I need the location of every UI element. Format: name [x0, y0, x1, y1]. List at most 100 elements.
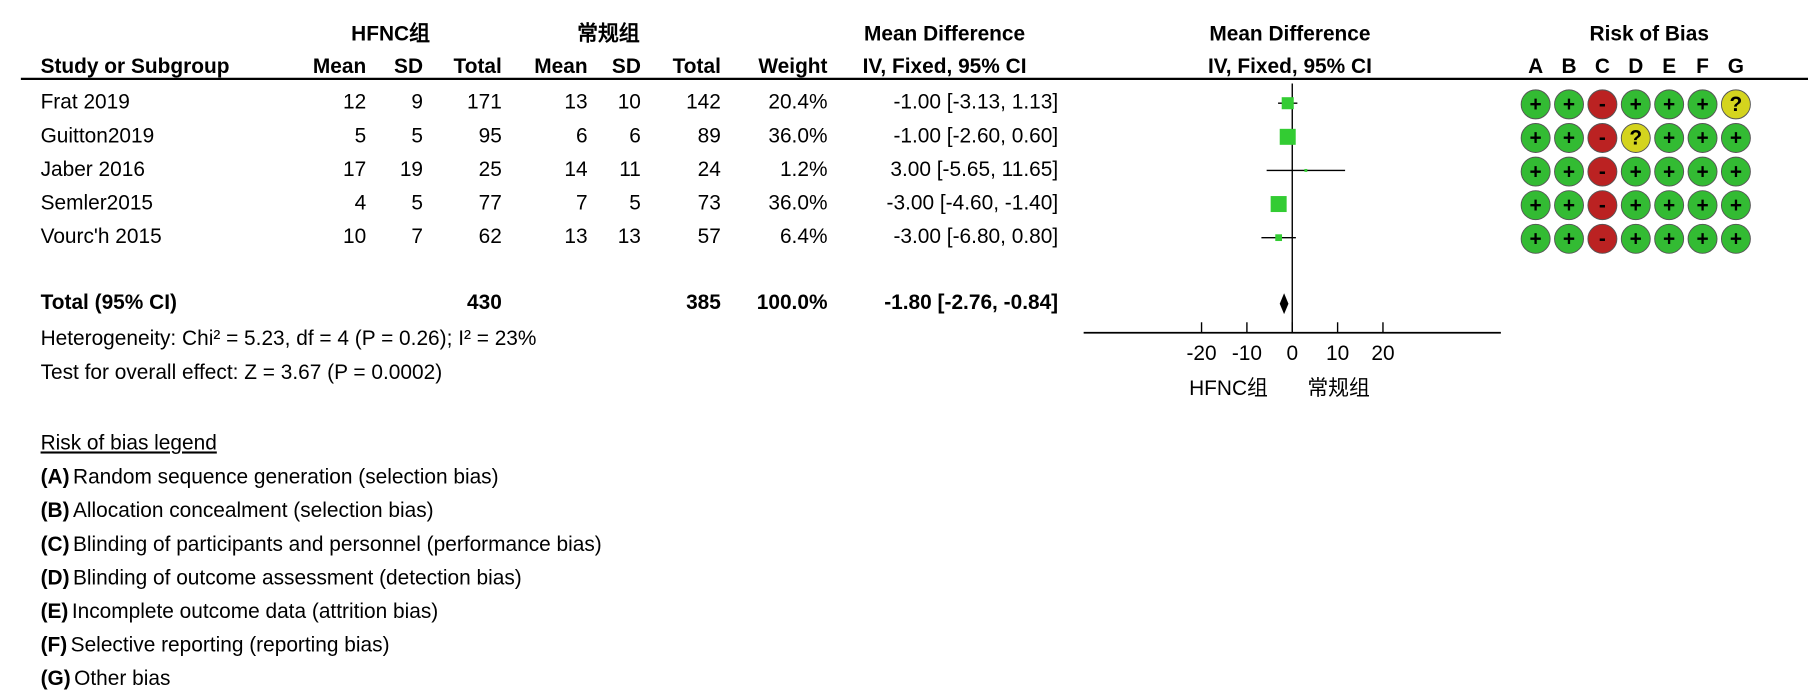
legend-letter: (E) [41, 600, 69, 623]
rob-symbol: + [1630, 93, 1642, 116]
effect-square [1270, 196, 1287, 213]
cell: 13 [564, 91, 587, 114]
rob-circle [1654, 89, 1685, 120]
cell: 89 [698, 124, 721, 147]
legend-item: (D) Blinding of outcome assessment (detec… [41, 566, 522, 589]
cell: 95 [479, 124, 502, 147]
rob-symbol: - [1599, 93, 1606, 116]
rob-circle [1620, 223, 1651, 254]
rob-symbol: + [1563, 93, 1575, 116]
rob-domain: C [1595, 55, 1610, 78]
rob-symbol: + [1663, 227, 1675, 250]
plot-title: Mean Difference [1209, 22, 1370, 45]
heterogeneity: Heterogeneity: Chi² = 5.23, df = 4 (P = … [41, 327, 537, 350]
effect-method: IV, Fixed, 95% CI [863, 55, 1027, 78]
rob-symbol: + [1696, 227, 1708, 250]
cell: 13 [564, 225, 587, 248]
cell: 19 [400, 158, 423, 181]
rob-symbol: + [1563, 194, 1575, 217]
rob-circle [1620, 89, 1651, 120]
cell: 20.4% [768, 91, 827, 114]
rob-symbol: + [1630, 194, 1642, 217]
effect-square [1281, 97, 1294, 110]
rob-domain: F [1696, 55, 1709, 78]
cell: 5 [411, 124, 423, 147]
rob-circle [1554, 223, 1584, 254]
rob-circle [1620, 156, 1651, 187]
rob-symbol: + [1696, 93, 1708, 116]
ci-label: 3.00 [-5.65, 11.65] [890, 158, 1058, 181]
cell: 7 [576, 192, 588, 215]
rob-symbol: + [1563, 227, 1575, 250]
rob-symbol: + [1730, 194, 1742, 217]
rob-circle [1654, 123, 1685, 153]
plot-method: IV, Fixed, 95% CI [1208, 55, 1372, 78]
column-header: Total [454, 55, 502, 78]
cell: 25 [479, 158, 502, 181]
column-header: Total [673, 55, 721, 78]
rob-title: Risk of Bias [1590, 22, 1709, 45]
rob-circle [1554, 89, 1584, 120]
rob-symbol: + [1696, 194, 1708, 217]
group-header: 常规组 [577, 21, 640, 45]
cell: 14 [564, 158, 587, 181]
cell: 1.2% [780, 158, 828, 181]
cell: 62 [479, 225, 502, 248]
cell: 36.0% [768, 124, 827, 147]
effect-title: Mean Difference [864, 22, 1025, 45]
ci-label: -3.00 [-6.80, 0.80] [893, 225, 1058, 248]
rob-symbol: + [1630, 227, 1642, 250]
ci-label: -3.00 [-4.60, -1.40] [887, 192, 1059, 215]
study-name: Guitton2019 [41, 124, 155, 147]
rob-circle [1687, 190, 1718, 221]
rob-domain: G [1728, 55, 1744, 78]
rob-symbol: + [1530, 160, 1542, 183]
rob-domain: B [1561, 55, 1576, 78]
rob-circle [1654, 223, 1685, 254]
cell: 10 [343, 225, 366, 248]
ci-label: -1.00 [-2.60, 0.60] [893, 124, 1058, 147]
rob-circle [1654, 190, 1685, 221]
legend-text: Selective reporting (reporting bias) [71, 633, 390, 656]
rob-circle [1687, 89, 1718, 120]
rob-circle [1720, 89, 1751, 120]
rob-circle [1687, 156, 1718, 187]
legend-item: (F) Selective reporting (reporting bias) [41, 633, 390, 656]
rob-symbol: - [1599, 194, 1606, 217]
rob-circle [1520, 190, 1551, 221]
legend-item: (G) Other bias [41, 667, 171, 690]
rob-circle [1720, 123, 1751, 153]
cell: 142 [686, 91, 721, 114]
rob-symbol: ? [1629, 127, 1642, 150]
cell: 171 [467, 91, 502, 114]
cell: 13 [618, 225, 641, 248]
favours-right: 常规组 [1307, 377, 1370, 400]
rob-symbol: + [1730, 127, 1742, 150]
favours-left: HFNC组 [1189, 377, 1268, 400]
legend-item: (E) Incomplete outcome data (attrition bi… [41, 600, 439, 623]
legend-text: Allocation concealment (selection bias) [73, 499, 434, 522]
rob-symbol: + [1696, 127, 1708, 150]
rob-symbol: - [1599, 127, 1606, 150]
rob-symbol: + [1630, 160, 1642, 183]
effect-square [1279, 128, 1296, 145]
rob-circle [1520, 156, 1551, 187]
total-diamond [1279, 293, 1289, 315]
rob-domain: E [1662, 55, 1676, 78]
rob-symbol: + [1530, 227, 1542, 250]
legend-letter: (A) [41, 465, 70, 488]
cell: 11 [619, 158, 641, 181]
legend-text: Blinding of outcome assessment (detectio… [73, 566, 522, 589]
rob-circle [1520, 123, 1551, 153]
rob-circle [1654, 156, 1685, 187]
rob-domain: D [1628, 55, 1643, 78]
rob-domain: A [1528, 55, 1543, 78]
x-tick-label: -20 [1186, 342, 1216, 365]
study-name: Semler2015 [41, 192, 153, 215]
legend-text: Blinding of participants and personnel (… [73, 532, 602, 555]
study-name: Jaber 2016 [41, 158, 145, 181]
total-weight: 100.0% [757, 291, 828, 314]
rob-symbol: + [1663, 160, 1675, 183]
cell: 5 [629, 192, 641, 215]
column-header: Study or Subgroup [41, 55, 230, 78]
